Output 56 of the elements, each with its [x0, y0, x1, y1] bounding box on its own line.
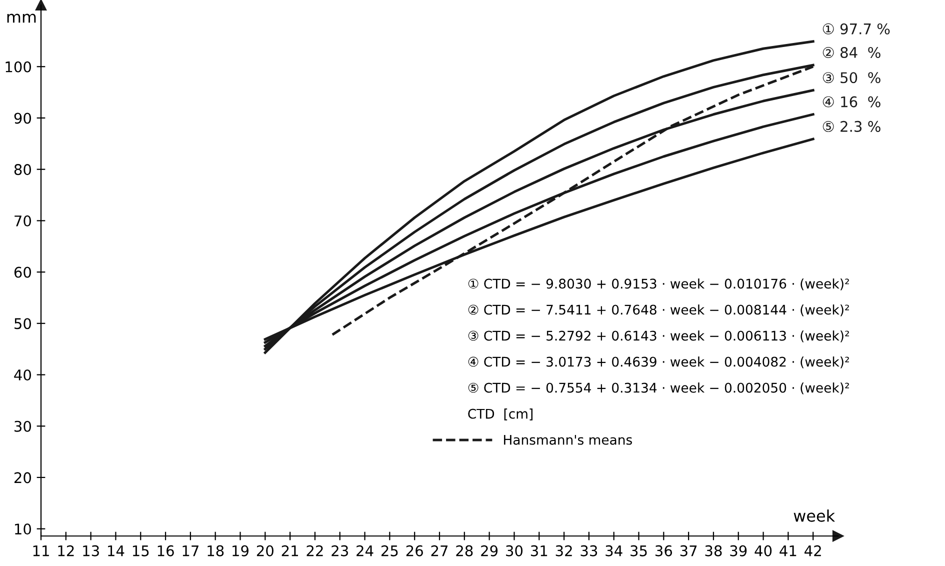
x-tick-label: 27	[431, 545, 448, 556]
x-tick-label: 18	[208, 545, 224, 556]
x-tick-label: 20	[256, 545, 274, 556]
x-tick-label: 29	[481, 545, 498, 556]
y-tick-label: 60	[14, 266, 32, 278]
annotation: ④ CTD = − 3.0173 + 0.4639 · week − 0.004082 · (week)²	[468, 356, 849, 368]
x-tick-label: 42	[804, 545, 821, 556]
y-tick-label: 100	[6, 61, 32, 72]
x-tick-label: 33	[580, 545, 598, 556]
series-label: ① 97.7 %	[822, 23, 890, 34]
x-tick-label: 12	[58, 545, 74, 556]
y-tick-label: 40	[14, 369, 32, 380]
x-tick-label: 26	[406, 545, 423, 556]
x-tick-label: 17	[182, 545, 198, 556]
x-tick-label: 15	[132, 545, 149, 556]
x-tick-label: 23	[332, 545, 348, 556]
x-tick-label: 21	[282, 545, 298, 556]
y-tick-label: 80	[14, 164, 32, 176]
x-tick-label: 22	[306, 545, 323, 556]
x-tick-label: 34	[606, 545, 622, 556]
annotation: CTD [cm]	[468, 408, 532, 420]
x-tick-label: 11	[33, 545, 49, 556]
y-tick-label: 70	[14, 215, 32, 226]
y-tick-label: 90	[14, 112, 32, 124]
x-tick-label: 28	[456, 545, 473, 556]
x-tick-label: 14	[108, 545, 124, 556]
annotation: ② CTD = − 7.5411 + 0.7648 · week − 0.008144 · (week)²	[468, 304, 849, 316]
y-tick-label: 30	[14, 420, 32, 432]
x-tick-label: 31	[530, 545, 548, 556]
legend-label: Hansmann's means	[504, 434, 632, 445]
series-label: ④ 16 %	[822, 96, 880, 108]
series-label: ⑤ 2.3 %	[822, 120, 880, 132]
series-label: ② 84 %	[822, 46, 880, 58]
x-tick-label: 37	[680, 545, 697, 556]
x-tick-label: 35	[630, 545, 647, 556]
x-axis-title: week	[794, 509, 836, 522]
y-tick-label: 10	[15, 524, 32, 535]
x-tick-label: 16	[158, 545, 174, 556]
x-tick-label: 38	[705, 545, 722, 556]
series-label: ③ 50 %	[822, 72, 880, 84]
y-axis-title: mm	[7, 14, 36, 23]
x-tick-label: 25	[381, 545, 398, 556]
y-tick-label: 50	[14, 318, 32, 330]
y-tick-label: 20	[14, 472, 32, 484]
x-tick-label: 40	[754, 545, 772, 556]
x-tick-label: 24	[356, 545, 374, 556]
x-tick-label: 36	[655, 545, 672, 556]
x-tick-label: 30	[506, 545, 523, 556]
x-tick-label: 19	[232, 545, 249, 556]
x-tick-label: 13	[83, 545, 99, 556]
x-tick-label: 39	[730, 545, 747, 556]
annotation: ① CTD = − 9.8030 + 0.9153 · week − 0.010176 · (week)²	[468, 278, 849, 290]
annotation: ③ CTD = − 5.2792 + 0.6143 · week − 0.006113 · (week)²	[468, 330, 849, 342]
x-tick-label: 41	[780, 545, 796, 556]
x-tick-label: 32	[556, 545, 572, 556]
annotation: ⑤ CTD = − 0.7554 + 0.3134 · week − 0.002050 · (week)²	[468, 382, 849, 394]
